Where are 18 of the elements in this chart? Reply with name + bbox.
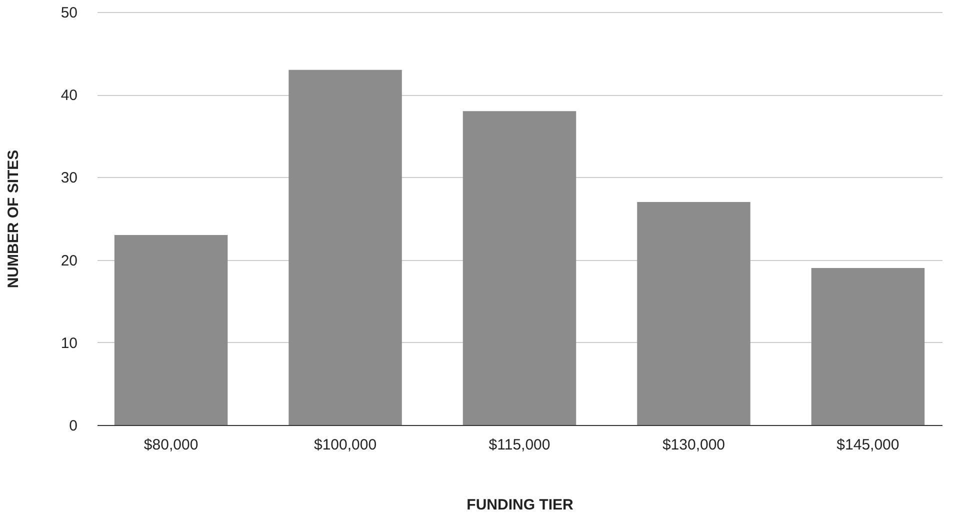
y-tick-label: 10 (60, 334, 78, 352)
x-tick-label: $80,000 (144, 436, 198, 454)
bar (811, 268, 925, 425)
x-axis-title: FUNDING TIER (466, 496, 574, 514)
bar (114, 235, 228, 425)
y-tick-label: 30 (60, 170, 78, 187)
y-tick-label: 40 (60, 87, 78, 104)
x-tick-label: $130,000 (662, 436, 726, 454)
bar (462, 111, 576, 425)
y-axis-title: NUMBER OF SITES (4, 150, 22, 288)
bar (637, 202, 750, 425)
x-tick-label: $115,000 (488, 436, 550, 454)
bar (288, 70, 402, 425)
x-tick-label: $145,000 (836, 436, 900, 454)
y-tick-label: 50 (60, 4, 78, 22)
y-tick-label: 20 (60, 252, 78, 270)
x-tick-label: $100,000 (314, 436, 377, 454)
y-tick-label: 0 (69, 418, 78, 434)
